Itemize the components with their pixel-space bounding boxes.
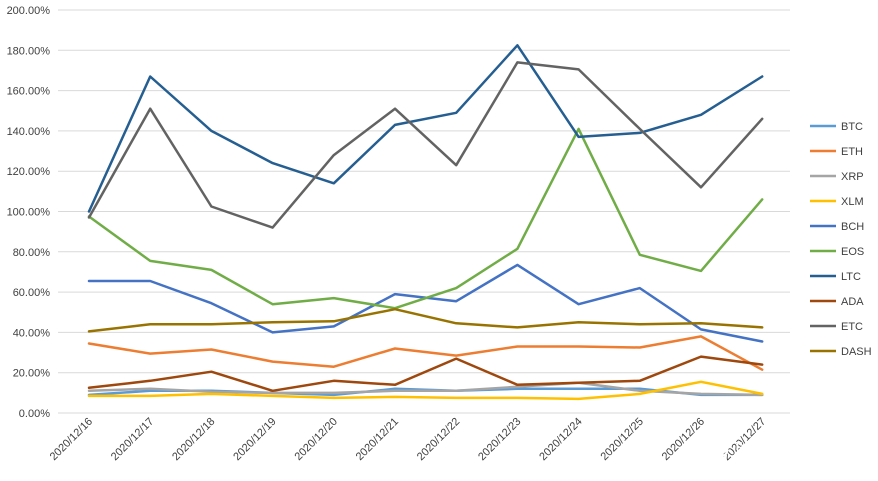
series-line-eos bbox=[87, 127, 764, 310]
y-tick-label: 140.00% bbox=[7, 126, 51, 138]
x-tick-label: 2020/12/16 bbox=[48, 416, 95, 463]
x-tick-label: 2020/12/23 bbox=[476, 416, 523, 463]
x-tick-label: 2020/12/24 bbox=[537, 416, 584, 463]
legend-item-xrp: XRP bbox=[810, 171, 864, 183]
legend-label: ETH bbox=[841, 146, 863, 158]
legend-item-btc: BTC bbox=[810, 121, 863, 133]
legend-label: XLM bbox=[841, 196, 864, 208]
y-tick-label: 100.00% bbox=[7, 207, 51, 219]
legend-label: ETC bbox=[841, 321, 863, 333]
wechat-bubble-icon bbox=[698, 434, 729, 457]
watermark-text: TokenMania bbox=[733, 439, 815, 456]
x-tick-label: 2020/12/22 bbox=[415, 416, 462, 463]
legend-item-bch: BCH bbox=[810, 221, 864, 233]
legend-label: BTC bbox=[841, 121, 863, 133]
legend-item-dash: DASH bbox=[810, 346, 872, 358]
x-axis-ticks: 2020/12/16 2020/12/17 2020/12/18 2020/12/19… bbox=[48, 416, 769, 463]
legend-item-etc: ETC bbox=[810, 321, 863, 333]
watermark: TokenMania bbox=[698, 434, 815, 457]
legend: BTC ETH XRP XLM BCH EOS LTC ADA ETC DASH bbox=[810, 121, 872, 358]
legend-label: ADA bbox=[841, 296, 864, 308]
series-line-eth bbox=[87, 335, 764, 371]
y-tick-label: 60.00% bbox=[13, 287, 51, 299]
y-tick-label: 160.00% bbox=[7, 86, 51, 98]
series-line-xlm bbox=[87, 380, 764, 401]
y-axis-ticks: 0.00% 20.00% 40.00% 60.00% 80.00% 100.00% 120.… bbox=[7, 5, 51, 420]
x-tick-label: 2020/12/19 bbox=[231, 416, 278, 463]
legend-item-xlm: XLM bbox=[810, 196, 864, 208]
legend-item-ada: ADA bbox=[810, 296, 864, 308]
y-tick-label: 80.00% bbox=[13, 247, 51, 259]
x-tick-label: 2020/12/17 bbox=[109, 416, 156, 463]
legend-item-eos: EOS bbox=[810, 246, 864, 258]
legend-label: XRP bbox=[841, 171, 864, 183]
y-tick-label: 120.00% bbox=[7, 166, 51, 178]
y-tick-label: 20.00% bbox=[13, 368, 51, 380]
series-line-ltc bbox=[87, 44, 764, 213]
x-tick-label: 2020/12/18 bbox=[170, 416, 217, 463]
x-tick-label: 2020/12/20 bbox=[293, 416, 340, 463]
legend-label: EOS bbox=[841, 246, 864, 258]
legend-item-eth: ETH bbox=[810, 146, 863, 158]
legend-item-ltc: LTC bbox=[810, 271, 861, 283]
legend-label: LTC bbox=[841, 271, 861, 283]
x-tick-label: 2020/12/25 bbox=[599, 416, 646, 463]
y-tick-label: 40.00% bbox=[13, 327, 51, 339]
series-line-bch bbox=[87, 263, 764, 343]
series-line-ada bbox=[87, 355, 764, 393]
y-tick-label: 200.00% bbox=[7, 5, 51, 17]
x-tick-label: 2020/12/21 bbox=[354, 416, 401, 463]
legend-label: BCH bbox=[841, 221, 864, 233]
series-line-dash bbox=[87, 307, 764, 333]
y-tick-label: 180.00% bbox=[7, 45, 51, 57]
series-lines bbox=[87, 44, 764, 401]
gridlines bbox=[58, 9, 790, 414]
y-tick-label: 0.00% bbox=[19, 408, 50, 420]
series-line-etc bbox=[87, 61, 764, 229]
legend-label: DASH bbox=[841, 346, 872, 358]
